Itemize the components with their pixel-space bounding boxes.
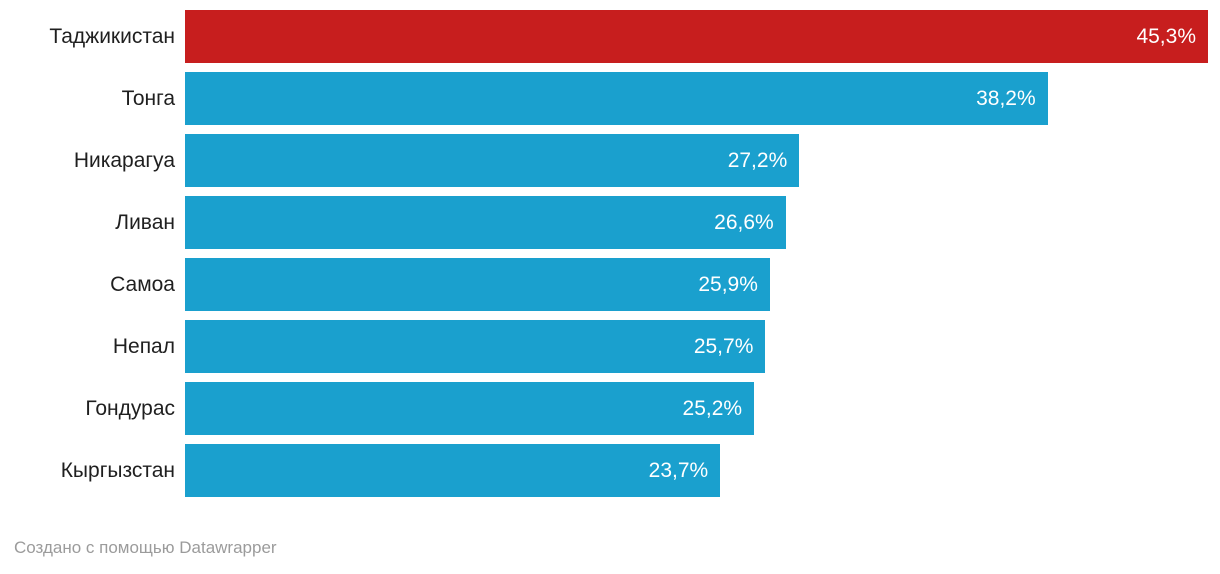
category-label: Таджикистан bbox=[49, 25, 175, 48]
bar-track: 25,2% bbox=[185, 382, 1208, 435]
datawrapper-link[interactable]: Datawrapper bbox=[179, 538, 277, 557]
bar-track: 26,6% bbox=[185, 196, 1208, 249]
chart-row: Тонга 38,2% bbox=[0, 72, 1220, 125]
bar[interactable]: 25,7% bbox=[185, 320, 766, 373]
bar[interactable]: 26,6% bbox=[185, 196, 786, 249]
chart-row: Гондурас 25,2% bbox=[0, 382, 1220, 435]
bar[interactable]: 23,7% bbox=[185, 444, 721, 497]
value-label: 38,2% bbox=[976, 87, 1036, 110]
chart-row: Ливан 26,6% bbox=[0, 196, 1220, 249]
value-label: 26,6% bbox=[714, 211, 774, 234]
category-label: Непал bbox=[112, 335, 175, 358]
bar[interactable]: 25,2% bbox=[185, 382, 755, 435]
bar[interactable]: 27,2% bbox=[185, 134, 800, 187]
chart-rows: Таджикистан 45,3% Тонга 38,2% Никарагуа … bbox=[0, 10, 1220, 497]
category-label: Тонга bbox=[121, 87, 175, 110]
chart-row: Таджикистан 45,3% bbox=[0, 10, 1220, 63]
attribution-text: Создано с помощью bbox=[14, 538, 180, 557]
bar-track: 25,7% bbox=[185, 320, 1208, 373]
chart-row: Никарагуа 27,2% bbox=[0, 134, 1220, 187]
category-label: Ливан bbox=[115, 211, 175, 234]
value-label: 27,2% bbox=[727, 149, 788, 172]
value-label: 25,9% bbox=[698, 273, 758, 296]
bar-track: 23,7% bbox=[185, 444, 1208, 497]
bar[interactable]: 25,9% bbox=[185, 258, 770, 311]
value-label: 25,7% bbox=[693, 335, 754, 358]
value-label: 23,7% bbox=[648, 459, 709, 482]
bar-track: 27,2% bbox=[185, 134, 1208, 187]
category-label: Никарагуа bbox=[73, 149, 175, 172]
bar-track: 45,3% bbox=[185, 10, 1208, 63]
category-label: Кыргызстан bbox=[60, 459, 175, 482]
chart-row: Кыргызстан 23,7% bbox=[0, 444, 1220, 497]
attribution: Создано с помощью Datawrapper bbox=[14, 538, 277, 558]
bar[interactable]: 38,2% bbox=[185, 72, 1048, 125]
bar-track: 38,2% bbox=[185, 72, 1208, 125]
chart-row: Непал 25,7% bbox=[0, 320, 1220, 373]
chart-row: Самоа 25,9% bbox=[0, 258, 1220, 311]
category-label: Гондурас bbox=[85, 397, 175, 420]
value-label: 45,3% bbox=[1136, 25, 1196, 48]
category-label: Самоа bbox=[110, 273, 175, 296]
value-label: 25,2% bbox=[682, 397, 743, 420]
bar-track: 25,9% bbox=[185, 258, 1208, 311]
bar[interactable]: 45,3% bbox=[185, 10, 1208, 63]
